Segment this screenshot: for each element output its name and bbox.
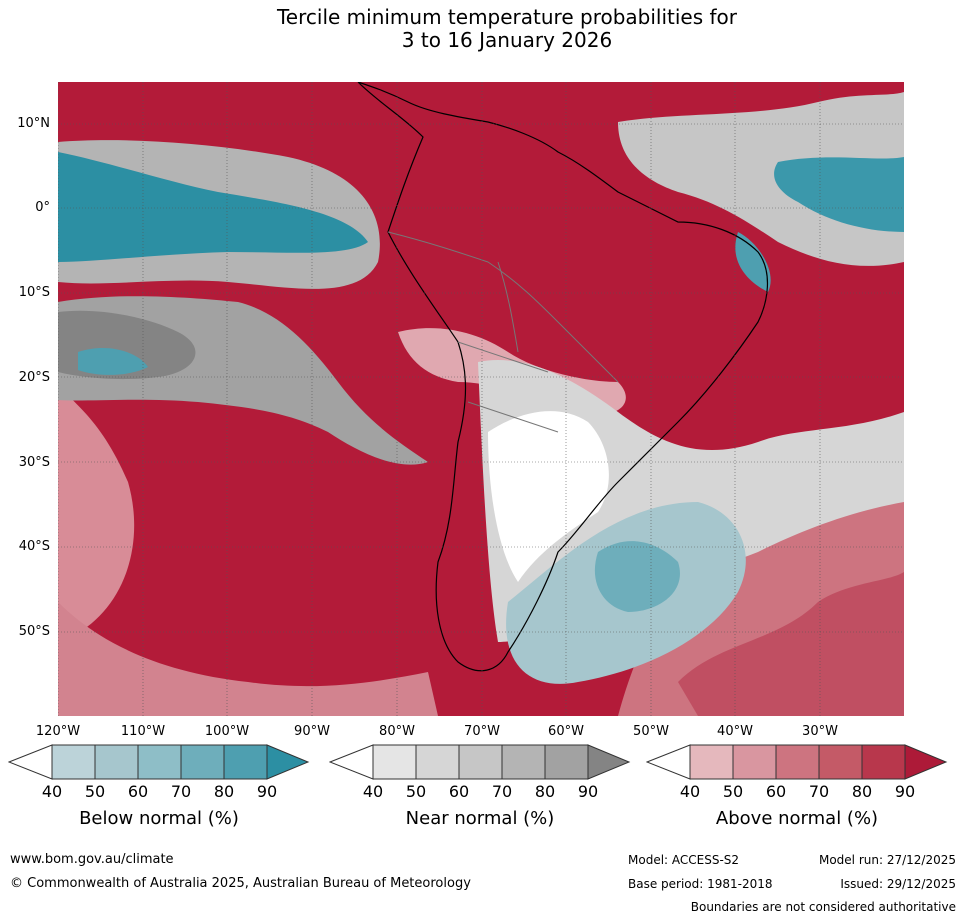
colorbar-above-segment-40 [689,744,734,780]
colorbar-near-tick: 90 [577,782,599,801]
below-normal-northeast-brazil-coast [735,232,771,292]
colorbar-below-tick: 90 [256,782,278,801]
lon-label-120w: 120°W [35,724,81,739]
colorbar-above-tick: 60 [765,782,787,801]
bom-website-link[interactable]: www.bom.gov.au/climate [10,852,174,867]
colorbar-below-segment-70 [180,744,225,780]
colorbar-below-segment-60 [137,744,182,780]
colorbar-above-tick: 40 [679,782,701,801]
colorbar-below-normal [8,744,310,780]
lon-label-40w: 40°W [717,724,753,739]
lon-label-80w: 80°W [379,724,415,739]
model-run-date: Model run: 27/12/2025 [818,853,956,867]
colorbar-near-tick: 70 [491,782,513,801]
colorbar-above-segment-70 [818,744,863,780]
colorbar-above-segment-50 [732,744,777,780]
colorbar-below-tick: 80 [213,782,235,801]
colorbar-near-segment-60 [458,744,503,780]
above-normal-west-pink [58,382,135,642]
colorbar-near-tick: 80 [534,782,556,801]
above-normal-south-pink [58,602,438,716]
colorbar-above-title: Above normal (%) [715,808,879,829]
colorbar-near-segment-50 [415,744,460,780]
model-name: Model: ACCESS-S2 [628,853,740,867]
colorbar-near-normal [329,744,631,780]
lat-label-50s: 50°S [18,624,50,639]
country-borders [387,231,619,433]
colorbar-near-tick: 40 [362,782,384,801]
south-america-coastline [357,82,769,672]
colorbar-near-tick: 50 [405,782,427,801]
below-normal-equatorial-atlantic [774,157,904,232]
colorbar-above-upper-arrow [904,744,948,780]
colorbar-below-upper-arrow [266,744,310,780]
lon-label-90w: 90°W [294,724,330,739]
colorbar-near-tick: 60 [448,782,470,801]
white-pampas-area [488,411,609,582]
colorbar-above-tick: 90 [894,782,916,801]
title-line-2: 3 to 16 January 2026 [401,28,613,52]
lat-label-0: 0° [35,200,50,215]
lon-label-100w: 100°W [204,724,250,739]
lat-label-10n: 10°N [17,116,50,131]
title-line-1: Tercile minimum temperature probabilitie… [276,5,738,29]
colorbar-near-segment-40 [372,744,417,780]
lon-label-50w: 50°W [633,724,669,739]
colorbar-near-upper-arrow [587,744,631,780]
colorbar-above-segment-60 [775,744,820,780]
colorbar-below-lower-arrow [8,744,53,780]
above-normal-southeast-red [678,572,904,716]
graticule-grid [58,82,904,716]
colorbar-above-tick: 50 [722,782,744,801]
colorbar-above-normal [646,744,948,780]
lat-label-40s: 40°S [18,539,50,554]
map-title: Tercile minimum temperature probabilitie… [0,6,965,52]
colorbar-below-title: Below normal (%) [79,808,239,829]
colorbar-near-title: Near normal (%) [405,808,555,829]
lat-label-30s: 30°S [18,455,50,470]
colorbar-near-segment-80 [544,744,589,780]
lon-label-30w: 30°W [802,724,838,739]
lat-label-20s: 20°S [18,370,50,385]
base-period: Base period: 1981-2018 [628,877,773,891]
copyright-notice: © Commonwealth of Australia 2025, Austra… [10,876,471,891]
colorbar-below-segment-40 [51,744,96,780]
lon-label-60w: 60°W [548,724,584,739]
colorbar-near-lower-arrow [329,744,374,780]
probability-map [58,82,904,716]
colorbar-below-tick: 50 [84,782,106,801]
below-normal-equatorial-pacific [58,152,368,262]
colorbar-above-lower-arrow [646,744,691,780]
colorbar-below-segment-50 [94,744,139,780]
lat-label-10s: 10°S [18,285,50,300]
colorbar-below-tick: 40 [41,782,63,801]
colorbar-below-tick: 70 [170,782,192,801]
map-svg [58,82,904,716]
colorbar-below-tick: 60 [127,782,149,801]
colorbar-above-tick: 80 [851,782,873,801]
issued-date: Issued: 29/12/2025 [840,877,956,891]
colorbar-below-segment-80 [223,744,268,780]
below-normal-south-atlantic-core [594,541,680,612]
lon-label-110w: 110°W [120,724,166,739]
colorbar-above-tick: 70 [808,782,830,801]
boundaries-disclaimer: Boundaries are not considered authoritat… [690,900,956,914]
colorbar-above-segment-80 [861,744,906,780]
near-normal-atlantic-band [618,92,904,266]
below-normal-pacific-patch [78,347,148,375]
lon-label-70w: 70°W [464,724,500,739]
colorbar-near-segment-70 [501,744,546,780]
